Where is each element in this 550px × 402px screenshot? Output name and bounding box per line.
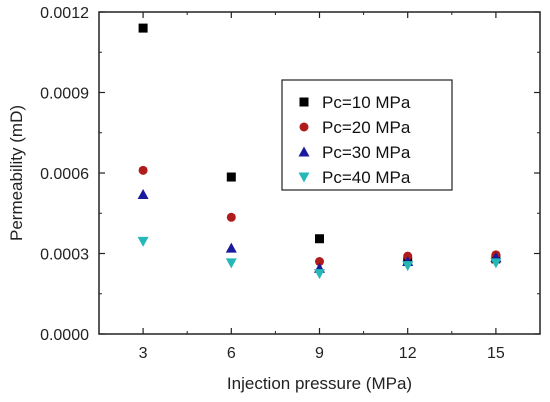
y-tick-label: 0.0003 [40, 247, 89, 264]
legend: Pc=10 MPa Pc=20 MPa Pc=30 MPa Pc=40 MPa [281, 79, 453, 191]
x-tick-label: 12 [399, 345, 417, 362]
data-point-series-1 [226, 172, 236, 182]
data-point-series-4 [137, 236, 149, 247]
y-tick-label: 0.0000 [40, 327, 89, 344]
y-axis-label: Permeability (mD) [7, 105, 26, 241]
data-points [137, 23, 502, 280]
legend-marker [298, 172, 310, 183]
data-point-series-4 [402, 261, 414, 272]
y-tick-label: 0.0006 [40, 166, 89, 183]
data-point-series-1 [138, 23, 148, 33]
data-point-series-2 [226, 212, 236, 222]
y-tick-label: 0.0009 [40, 86, 89, 103]
x-axis: 3 6 9 12 15 [139, 12, 505, 362]
data-point-series-2 [138, 165, 148, 175]
legend-marker [299, 122, 309, 132]
data-point-series-4 [314, 269, 325, 280]
data-point-series-1 [315, 234, 324, 244]
x-tick-label: 15 [487, 345, 505, 362]
data-point-series-4 [490, 258, 502, 269]
y-axis: 0.0000 0.0003 0.0006 0.0009 0.0012 [40, 5, 540, 344]
x-tick-label: 9 [315, 345, 324, 362]
legend-entry-label: Pc=20 MPa [322, 118, 411, 137]
legend-box [281, 79, 453, 191]
legend-marker [299, 97, 309, 107]
legend-entry-label: Pc=40 MPa [322, 168, 411, 187]
data-point-series-3 [137, 188, 149, 199]
data-point-series-3 [225, 242, 237, 253]
x-tick-label: 3 [139, 345, 148, 362]
data-point-series-4 [225, 258, 237, 269]
x-tick-label: 6 [227, 345, 236, 362]
y-tick-label: 0.0012 [40, 5, 89, 22]
legend-entry-label: Pc=30 MPa [322, 143, 411, 162]
legend-entry-label: Pc=10 MPa [322, 93, 411, 112]
x-axis-label: Injection pressure (MPa) [227, 374, 412, 393]
legend-marker [298, 146, 310, 157]
data-point-series-2 [315, 257, 324, 267]
